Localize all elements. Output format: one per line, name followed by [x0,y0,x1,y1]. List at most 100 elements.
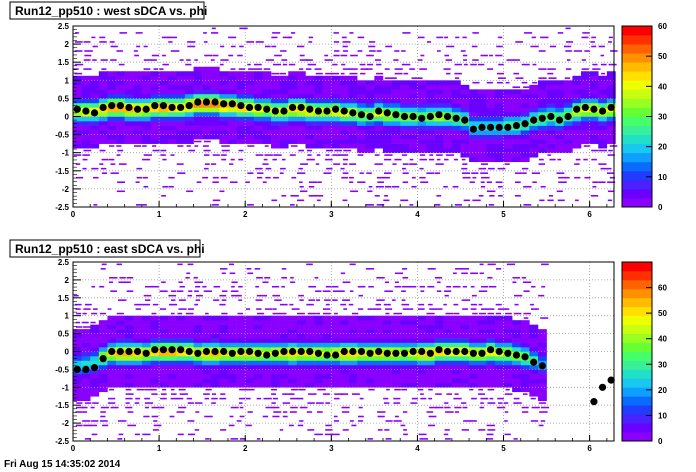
heat-cell [193,338,203,343]
heat-cell [408,369,418,375]
heat-cell [426,373,435,379]
heat-cell [351,424,357,427]
heat-cell [108,158,115,161]
heat-cell [279,139,289,144]
heat-cell [177,172,186,174]
color-scale-band [622,351,652,361]
heat-cell [477,152,487,158]
heat-cell [221,299,227,301]
heat-cell [117,181,126,184]
heat-cell [400,199,409,202]
heat-cell [348,125,358,131]
heat-cell [133,373,143,379]
heat-cell [81,347,91,352]
heat-cell [90,378,100,384]
heat-cell [288,80,298,86]
heat-cell [377,181,384,184]
heat-cell [463,420,471,422]
heat-cell [322,125,332,131]
heat-cell [385,438,392,440]
heat-cell [134,402,140,404]
heat-cell [133,320,143,325]
heat-cell [159,71,168,77]
heat-cell [382,364,392,370]
heat-cell [98,324,108,330]
heat-cell [141,125,151,131]
heat-cell [177,312,183,315]
heat-cell [382,315,392,321]
heat-cell [537,98,547,104]
heat-cell [141,98,151,104]
heat-cell [176,333,186,339]
heat-cell [210,80,220,86]
heat-cell [357,125,367,131]
heat-cell [470,285,475,288]
heat-cell [254,268,261,270]
heat-cell [314,134,323,140]
heat-cell [540,406,550,409]
heat-cell [339,93,349,99]
heat-cell [74,63,84,66]
heat-cell [408,93,418,99]
heat-cell [271,285,280,288]
heat-cell [171,290,177,292]
heat-cell [400,364,410,370]
heat-cell [512,342,522,348]
y-tick-label: 1 [65,312,70,321]
heat-cell [184,71,194,77]
heat-cell [420,181,429,184]
heat-cell [245,308,251,310]
heat-cell [279,130,289,135]
heat-cell [487,312,494,315]
heat-cell [426,315,435,321]
heat-cell [460,111,470,117]
color-scale-band [622,143,652,154]
heat-cell [322,139,332,144]
heat-cell [331,84,341,90]
heat-cell [81,338,91,343]
heat-cell [609,176,615,179]
heat-cell [305,84,315,90]
heat-cell [512,324,522,330]
heat-cell [184,373,194,379]
heat-cell [108,281,114,284]
z-tick-label: 60 [658,22,667,31]
heat-cell [374,378,384,384]
heat-cell [417,382,427,388]
heat-cell [92,402,99,404]
heat-cell [271,36,278,39]
heat-cell [300,163,308,165]
heat-cell [401,388,408,391]
heat-cell [477,107,487,113]
heat-cell [426,360,435,366]
heat-cell [408,364,418,370]
heat-cell [159,373,168,379]
heat-cell [400,134,410,140]
heat-cell [486,320,496,325]
heat-cell [357,324,367,330]
heat-cell [417,378,427,384]
heat-cell [503,342,513,348]
heat-cell [374,195,380,197]
heat-cell [75,32,79,34]
heat-cell [401,299,406,301]
color-scale-band [622,134,652,145]
heat-cell [348,329,358,334]
heat-cell [81,355,91,361]
heat-cell [417,338,427,343]
heat-cell [522,393,528,395]
heat-cell [220,45,225,48]
heat-cell [305,134,315,140]
heat-cell [563,45,572,48]
heat-cell [589,93,599,99]
heat-cell [202,315,212,321]
heat-cell [90,102,100,108]
heat-cell [348,84,358,90]
heat-cell [271,355,280,361]
heat-cell [504,411,509,413]
heat-cell [205,438,210,440]
heat-cell [529,324,539,330]
heat-cell [221,290,228,292]
heat-cell [316,411,323,413]
